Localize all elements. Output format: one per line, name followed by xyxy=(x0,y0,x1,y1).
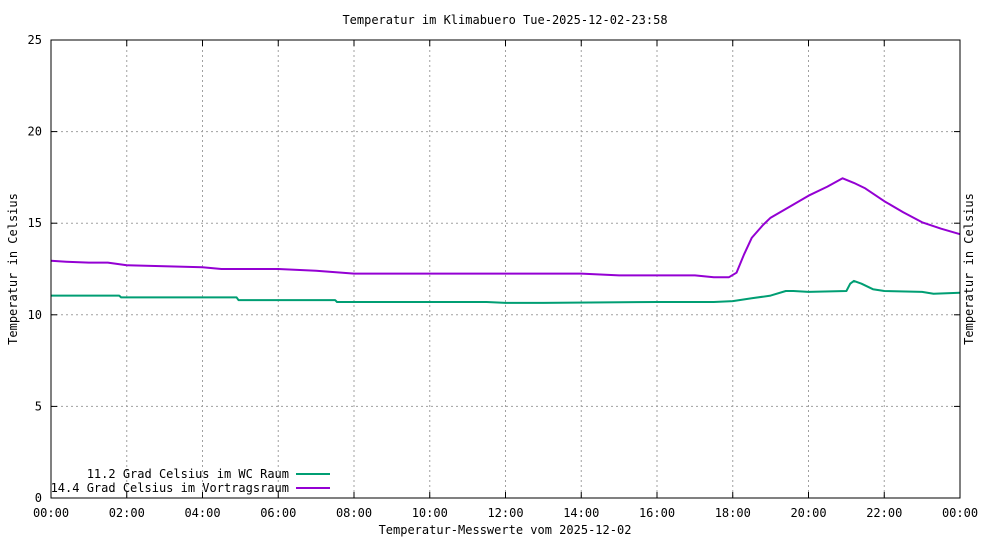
legend-label-2: 14.4 Grad Celsius im Vortragsraum xyxy=(51,481,289,495)
x-tick-label: 10:00 xyxy=(412,506,448,520)
y-tick-label: 25 xyxy=(28,33,42,47)
x-tick-label: 06:00 xyxy=(260,506,296,520)
y-tick-label: 5 xyxy=(35,399,42,413)
y2-axis-label: Temperatur in Celsius xyxy=(962,193,976,345)
x-tick-label: 12:00 xyxy=(487,506,523,520)
y-tick-label: 15 xyxy=(28,216,42,230)
y-axis-label: Temperatur in Celsius xyxy=(6,193,20,345)
x-tick-label: 20:00 xyxy=(790,506,826,520)
x-tick-label: 22:00 xyxy=(866,506,902,520)
x-tick-label: 00:00 xyxy=(942,506,978,520)
x-tick-label: 08:00 xyxy=(336,506,372,520)
tick-layer: 00:00 02:00 04:00 06:00 08:00 10:00 12:00 14:00… xyxy=(28,33,979,520)
x-tick-label: 16:00 xyxy=(639,506,675,520)
series-layer xyxy=(50,177,961,304)
series-line-2 xyxy=(50,177,961,279)
grid-layer xyxy=(51,40,960,498)
x-axis-label: Temperatur-Messwerte vom 2025-12-02 xyxy=(379,523,632,537)
y-tick-label: 20 xyxy=(28,125,42,139)
x-tick-label: 18:00 xyxy=(715,506,751,520)
x-tick-label: 00:00 xyxy=(33,506,69,520)
x-tick-label: 02:00 xyxy=(109,506,145,520)
x-tick-label: 14:00 xyxy=(563,506,599,520)
y-tick-label: 10 xyxy=(28,308,42,322)
x-tick-label: 04:00 xyxy=(184,506,220,520)
y-tick-label: 0 xyxy=(35,491,42,505)
series-line-1 xyxy=(51,279,961,304)
chart-title: Temperatur im Klimabuero Tue-2025-12-02-… xyxy=(342,13,667,27)
legend-label-1: 11.2 Grad Celsius im WC Raum xyxy=(87,467,289,481)
plot-frame xyxy=(50,39,961,499)
